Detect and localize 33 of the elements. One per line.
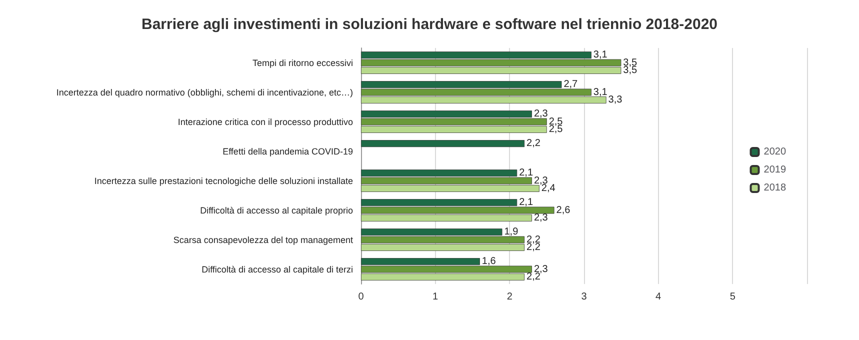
x-tick-label: 2 bbox=[506, 292, 513, 302]
y-tick-label: Incertezza sulle prestazioni tecnologiche delle soluzioni installate bbox=[94, 176, 353, 186]
data-label: 2,3 bbox=[534, 108, 548, 120]
y-tick-label: Tempi di ritorno eccessivi bbox=[252, 58, 353, 68]
data-label: 2,2 bbox=[526, 138, 541, 150]
chart-title: Barriere agli investimenti in soluzioni hardware e software nel triennio 2018-2020 bbox=[141, 16, 718, 33]
data-label: 3,3 bbox=[608, 94, 623, 106]
x-tick-label: 1 bbox=[432, 292, 439, 302]
x-tick-label: 0 bbox=[358, 292, 364, 302]
legend-label: 2019 bbox=[764, 164, 786, 176]
data-label: 2,6 bbox=[556, 204, 571, 216]
x-tick-label: 5 bbox=[730, 292, 736, 302]
data-label: 2,1 bbox=[519, 197, 534, 208]
data-label: 2,3 bbox=[534, 264, 548, 275]
data-label: 2,3 bbox=[534, 175, 548, 186]
data-label: 3,1 bbox=[593, 50, 608, 61]
data-label: 2,3 bbox=[534, 212, 548, 224]
y-tick-label: Difficoltà di accesso al capitale di terzi bbox=[202, 264, 353, 274]
bar bbox=[361, 140, 525, 148]
data-label: 3,1 bbox=[593, 86, 608, 98]
data-label: 1,9 bbox=[504, 226, 519, 238]
y-tick-label: Effetti della pandemia COVID-19 bbox=[222, 146, 353, 156]
y-tick-label: Interazione critica con il processo produttivo bbox=[178, 116, 353, 127]
x-tick-label: 3 bbox=[581, 292, 588, 302]
x-tick-label: 4 bbox=[656, 292, 662, 302]
y-tick-label: Scarsa consapevolezza del top management bbox=[173, 234, 354, 245]
legend-label: 2018 bbox=[764, 182, 786, 194]
data-label: 2,7 bbox=[564, 79, 578, 90]
data-label: 1,6 bbox=[482, 256, 496, 268]
legend-label: 2020 bbox=[764, 146, 786, 158]
data-label: 2,1 bbox=[519, 168, 534, 179]
y-tick-label: Incertezza del quadro normativo (obblighi, schemi di incentivazione, etc…) bbox=[56, 87, 353, 98]
y-tick-label: Difficoltà di accesso al capitale proprio bbox=[200, 205, 353, 216]
